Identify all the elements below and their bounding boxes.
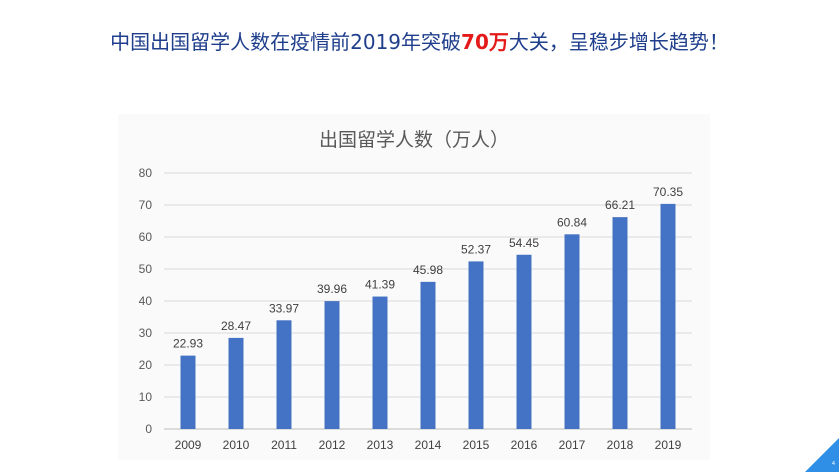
x-tick-label: 2018: [607, 438, 634, 452]
y-tick-label: 30: [139, 326, 153, 340]
x-axis-ticks: 2009 2010 2011 2012 2013 2014 2015 2016 2017 2018…: [175, 438, 682, 452]
x-tick-label: 2019: [655, 438, 682, 452]
bar-value-label: 39.96: [317, 282, 347, 296]
headline-suffix: 大关，呈稳步增长趋势！: [508, 30, 729, 54]
bar: [516, 254, 532, 429]
y-axis-ticks: 0 10 20 30 40 50 60 70 80: [139, 166, 153, 436]
y-tick-label: 0: [145, 422, 152, 436]
bar-value-label: 45.98: [413, 263, 443, 277]
x-tick-label: 2014: [415, 438, 442, 452]
bar-value-label: 54.45: [509, 236, 539, 250]
y-tick-label: 40: [139, 294, 153, 308]
bar-value-label: 66.21: [605, 198, 635, 212]
x-tick-label: 2016: [511, 438, 538, 452]
bars: [180, 203, 676, 429]
headline-highlight: 70万: [461, 30, 509, 54]
y-tick-label: 70: [139, 198, 153, 212]
slide-number: 4: [831, 461, 835, 467]
bar: [372, 296, 388, 429]
y-tick-label: 20: [139, 358, 153, 372]
bar: [564, 234, 580, 429]
bar-value-label: 60.84: [557, 215, 587, 229]
bar-chart: 出国留学人数（万人） 0 10 20 30 40 50 60 70 80 22.93 28.47 3…: [139, 129, 692, 452]
y-tick-label: 80: [139, 166, 153, 180]
x-tick-label: 2010: [223, 438, 250, 452]
bar: [180, 355, 196, 429]
y-tick-label: 60: [139, 230, 153, 244]
y-tick-label: 10: [139, 390, 153, 404]
x-tick-label: 2017: [559, 438, 586, 452]
bar: [276, 320, 292, 429]
bar-value-label: 70.35: [653, 185, 683, 199]
headline: 中国出国留学人数在疫情前2019年突破70万大关，呈稳步增长趋势！: [0, 26, 839, 55]
y-tick-label: 50: [139, 262, 153, 276]
bar: [468, 261, 484, 429]
bar-value-label: 33.97: [269, 301, 299, 315]
chart-panel: 出国留学人数（万人） 0 10 20 30 40 50 60 70 80 22.93 28.47 3…: [118, 114, 710, 460]
headline-prefix: 中国出国留学人数在疫情前2019年突破: [110, 30, 462, 54]
bar: [228, 337, 244, 429]
x-tick-label: 2011: [271, 438, 297, 452]
bar: [660, 203, 676, 429]
corner-triangle: [805, 438, 839, 472]
x-tick-label: 2012: [319, 438, 346, 452]
bar: [420, 281, 436, 429]
bar-value-label: 41.39: [365, 278, 395, 292]
chart-title: 出国留学人数（万人）: [319, 129, 509, 151]
x-tick-label: 2009: [175, 438, 202, 452]
x-tick-label: 2015: [463, 438, 490, 452]
bar-value-label: 52.37: [461, 242, 491, 256]
bar: [612, 217, 628, 429]
bar: [324, 301, 340, 429]
bar-value-label: 28.47: [221, 319, 251, 333]
x-tick-label: 2013: [367, 438, 394, 452]
value-labels: 22.93 28.47 33.97 39.96 41.39 45.98 52.37 54.45…: [173, 185, 683, 351]
bar-value-label: 22.93: [173, 337, 203, 351]
